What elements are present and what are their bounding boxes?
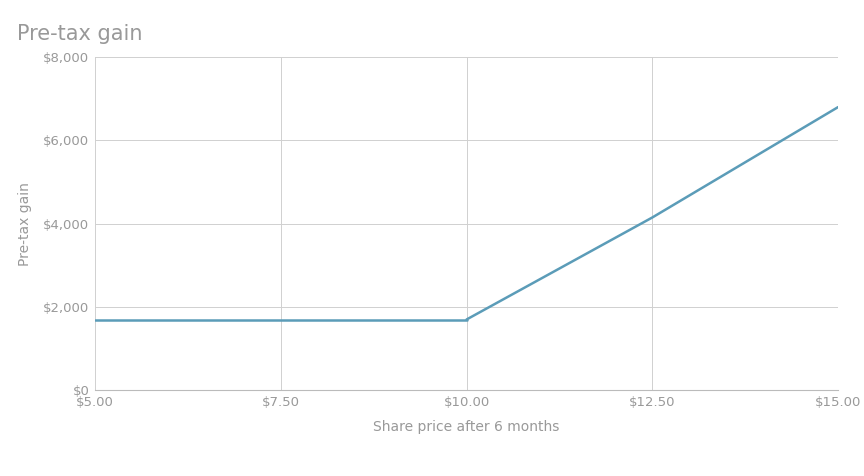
- Text: Pre-tax gain: Pre-tax gain: [17, 24, 143, 44]
- X-axis label: Share price after 6 months: Share price after 6 months: [373, 420, 560, 434]
- Y-axis label: Pre-tax gain: Pre-tax gain: [18, 182, 32, 266]
